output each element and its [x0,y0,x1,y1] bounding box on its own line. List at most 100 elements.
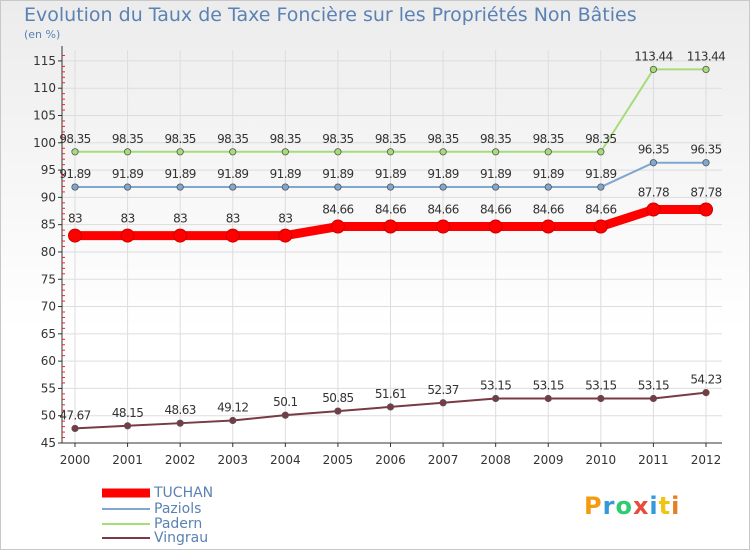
series-paziols-label: 91.89 [533,167,564,181]
series-paziols-label: 91.89 [112,167,143,181]
series-padern-point [334,148,342,156]
series-tuchan-label: 84.66 [533,203,564,217]
series-paziols-point [649,159,658,167]
series-vingrau-label: 51.61 [375,387,406,401]
series-paziols-label: 91.89 [59,167,90,181]
series-padern-point [386,148,395,156]
series-tuchan-point [330,219,345,234]
legend-label-paziols: Paziols [154,501,202,517]
series-paziols-label: 91.89 [322,167,353,181]
series-vingrau-label: 53.15 [533,379,564,393]
series-tuchan-label: 84.66 [480,203,511,217]
series-tuchan-label: 83 [68,212,82,226]
logo-letter: P [584,492,603,520]
series-paziols-point [386,183,395,191]
series-paziols-label: 96.35 [638,143,669,157]
x-tick-label: 2005 [323,453,354,467]
legend-label-vingrau: Vingrau [154,530,209,546]
series-tuchan-label: 83 [278,212,292,226]
series-tuchan-point [646,202,661,217]
x-tick-label: 2012 [691,453,722,467]
series-vingrau-point [544,394,552,403]
series-padern-label: 98.35 [270,132,301,146]
y-tick-label: 60 [41,354,56,368]
y-tick-label: 70 [41,300,56,314]
series-padern-label: 98.35 [59,132,90,146]
series-paziols-point [229,183,237,191]
series-tuchan-label: 87.78 [690,185,721,199]
series-vingrau-point [334,407,342,415]
series-vingrau-label: 53.15 [480,379,511,393]
series-vingrau-label: 48.63 [164,403,195,417]
x-tick-label: 2010 [586,453,617,467]
series-paziols-point [334,183,342,191]
logo-letter: r [602,492,616,520]
series-paziols-point [71,183,79,191]
series-paziols-label: 91.89 [375,167,406,181]
proxiti-logo: Proxiti [584,492,680,520]
series-tuchan-point [541,219,556,234]
series-padern-label: 113.44 [634,49,672,63]
series-vingrau-label: 53.15 [638,379,669,393]
series-padern-point [597,148,605,156]
series-paziols-point [281,183,289,191]
x-tick-label: 2011 [638,453,669,467]
series-vingrau-point [71,424,79,433]
series-tuchan-point [173,228,188,243]
series-paziols-point [176,183,184,191]
y-tick-label: 110 [33,81,56,95]
series-tuchan-label: 83 [121,212,135,226]
axes: 45 50 55 60 65 70 75 80 85 90 95 100 105 110 115 2000 20… [33,46,722,467]
series-tuchan-point [383,219,398,234]
series-tuchan-label: 84.66 [585,203,616,217]
series-tuchan-point [699,202,713,217]
legend-lines [102,488,150,539]
series-padern-point [492,148,500,156]
series-vingrau-label: 48.15 [112,406,143,420]
y-tick-label: 90 [41,190,56,204]
series-tuchan-point [120,228,135,243]
series-padern-label: 98.35 [112,132,143,146]
chart-subtitle: (en %) [24,28,61,41]
series-vingrau-point [123,422,132,430]
x-tick-label: 2001 [112,453,143,467]
series-vingrau-point [281,411,289,419]
series-paziols-label: 96.35 [690,143,721,157]
legend-label-padern: Padern [154,516,203,532]
series-padern-label: 98.35 [164,132,195,146]
series-paziols-point [544,183,552,191]
x-tick-label: 2008 [480,453,511,467]
series-padern-label: 113.44 [687,49,725,63]
series-vingrau-label: 50.85 [322,391,353,405]
series-vingrau-label: 54.23 [690,373,721,387]
data-labels: 83 83 83 83 83 84.66 84.66 84.66 84.66 84.66 84.66… [59,49,725,422]
grid [62,50,722,444]
series-tuchan-point [68,228,82,243]
series-paziols-label: 91.89 [217,167,248,181]
series-padern-point [71,148,79,156]
series-paziols-label: 91.89 [270,167,301,181]
series-paziols-point [439,183,447,191]
y-tick-label: 50 [41,409,56,423]
series-vingrau-point [229,416,237,425]
x-tick-label: 2003 [217,453,248,467]
series-tuchan-point [436,219,451,234]
y-tick-label: 55 [41,381,56,395]
x-tick-label: 2002 [165,453,196,467]
series-padern-label: 98.35 [585,132,616,146]
y-tick-label: 45 [41,436,56,450]
y-tick-label: 85 [41,218,56,232]
series-tuchan-point [225,228,240,243]
series-padern-point [439,148,447,156]
y-tick-label: 100 [33,136,56,150]
series-vingrau-point [597,394,605,403]
series-vingrau-point [439,399,447,407]
y-tick-label: 115 [33,54,56,68]
series-padern-point [229,148,237,156]
series-tuchan-label: 84.66 [427,203,458,217]
series-padern-label: 98.35 [375,132,406,146]
series-padern-label: 98.35 [217,132,248,146]
series-vingrau-point [702,389,710,397]
series-paziols-label: 91.89 [585,167,616,181]
